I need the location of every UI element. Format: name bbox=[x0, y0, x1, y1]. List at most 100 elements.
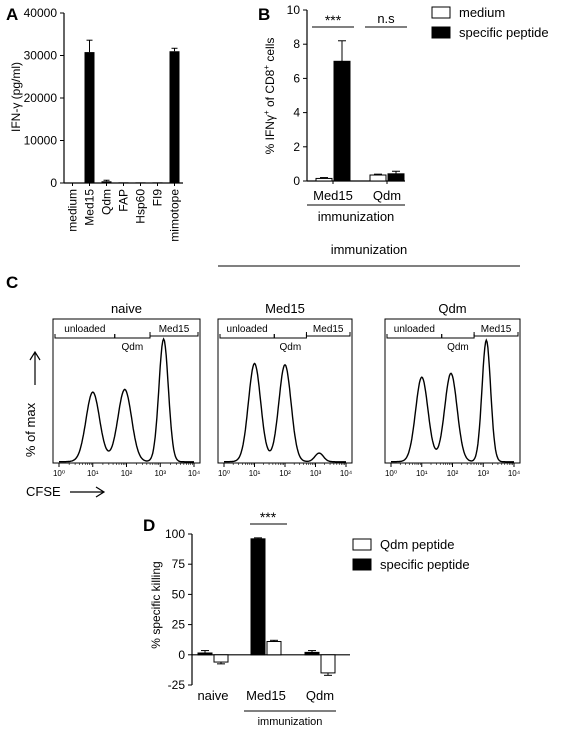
panel-a-ylabel: IFN-γ (pg/ml) bbox=[9, 62, 23, 132]
panel-d-chart: % specific killing -25 0 25 50 75 100 naive Med… bbox=[149, 509, 470, 728]
panel-c-header: immunization bbox=[331, 242, 408, 257]
panel-c-gate-bracket bbox=[473, 332, 519, 337]
panel-d-ytick-label: 75 bbox=[172, 557, 186, 571]
panel-c-xtick-label: 10² bbox=[447, 469, 459, 478]
panel-a-category-label: FAP bbox=[117, 189, 131, 212]
panel-a-ytick-label: 30000 bbox=[24, 49, 58, 63]
panel-d-bar bbox=[197, 652, 213, 656]
panel-a-category-label: mimotope bbox=[168, 189, 182, 242]
panel-d-bar bbox=[250, 538, 266, 656]
panel-label-b: B bbox=[258, 5, 270, 24]
panel-c-ylabel: % of max bbox=[23, 402, 38, 457]
panel-d-ytick-label: 0 bbox=[178, 648, 185, 662]
panel-a-ytick-label: 0 bbox=[50, 176, 57, 190]
panel-c-gate-bracket bbox=[149, 332, 199, 337]
panel-a-bar bbox=[67, 182, 78, 184]
panel-b-ytick-label: 6 bbox=[293, 71, 300, 85]
panel-d-legend-swatch bbox=[352, 558, 372, 571]
panel-d-ytick-label: 25 bbox=[172, 618, 186, 632]
panel-d-ytick-label: -25 bbox=[168, 678, 186, 692]
panel-a-category-label: Qdm bbox=[100, 189, 114, 215]
panel-c-gate-label: Med15 bbox=[159, 324, 190, 335]
panel-a-category-label: FI9 bbox=[151, 189, 165, 207]
panel-c-gate-label: Med15 bbox=[313, 324, 344, 335]
panel-b-category-label: Med15 bbox=[313, 188, 353, 203]
panel-c-gate-bracket bbox=[114, 334, 151, 339]
panel-d-sig-label: *** bbox=[260, 509, 277, 525]
panel-c-gate-label: unloaded bbox=[394, 324, 435, 335]
panel-b-ytick-label: 10 bbox=[287, 3, 301, 17]
panel-c-xarrow bbox=[70, 486, 106, 498]
panel-d-bar bbox=[304, 651, 320, 656]
panel-c-histogram-curve bbox=[391, 338, 514, 463]
panel-c-xtick-label: 10¹ bbox=[416, 469, 428, 478]
panel-c-gate-label: unloaded bbox=[227, 324, 268, 335]
panel-a-ytick-label: 20000 bbox=[24, 91, 58, 105]
panel-c-histograms: immunization % of max CFSE naive 10⁰ 10¹ 10… bbox=[23, 242, 521, 499]
panel-c-subplot-title: naive bbox=[111, 301, 142, 316]
panel-d-ylabel: % specific killing bbox=[149, 561, 163, 648]
panel-c-xtick-label: 10⁴ bbox=[340, 469, 353, 478]
panel-c-xlabel: CFSE bbox=[26, 484, 61, 499]
panel-c-gate-label: Qdm bbox=[447, 342, 469, 353]
panel-d-legend-label: specific peptide bbox=[380, 557, 470, 572]
panel-b-ytick-label: 8 bbox=[293, 37, 300, 51]
panel-a-bar bbox=[135, 182, 146, 184]
panel-d-legend-swatch bbox=[352, 538, 372, 551]
panel-d-ytick-label: 100 bbox=[165, 527, 185, 541]
panel-a-bar bbox=[169, 51, 180, 183]
panel-c-gate-label: Med15 bbox=[481, 324, 512, 335]
panel-c-histogram-curve bbox=[59, 337, 194, 463]
panel-b-ylabel: % IFNγ+ of CD8+ cells bbox=[262, 38, 277, 155]
panel-a-bar bbox=[101, 181, 112, 183]
panel-c-gate-bracket bbox=[441, 334, 475, 339]
panel-c-xtick-label: 10³ bbox=[477, 469, 489, 478]
panel-d-legend-label: Qdm peptide bbox=[380, 537, 454, 552]
panel-d-bar bbox=[213, 654, 229, 663]
panel-b-category-label: Qdm bbox=[373, 188, 401, 203]
panel-a-ytick-label: 10000 bbox=[24, 134, 58, 148]
panel-d-category-label: Qdm bbox=[306, 688, 334, 703]
panel-c-xtick-label: 10³ bbox=[154, 469, 166, 478]
panel-b-sig-label: n.s bbox=[377, 11, 395, 26]
panel-c-gate-label: Qdm bbox=[280, 342, 302, 353]
panel-c-gate-label: Qdm bbox=[122, 342, 144, 353]
panel-d-category-label: naive bbox=[197, 688, 228, 703]
panel-d-category-label: Med15 bbox=[246, 688, 286, 703]
panel-d-bar bbox=[320, 654, 336, 674]
panel-b-bar bbox=[333, 60, 351, 182]
panel-b-chart: % IFNγ+ of CD8+ cells 0 2 4 6 8 10 Med15 Qdm imm… bbox=[262, 3, 549, 224]
panel-label-c: C bbox=[6, 273, 18, 292]
panel-a-chart: IFN-γ (pg/ml) 0 10000 20000 30000 40000 mediu… bbox=[9, 6, 183, 242]
panel-c-histogram-curve bbox=[224, 362, 346, 463]
panel-d-bar bbox=[266, 641, 282, 656]
panel-a-category-label: medium bbox=[66, 189, 80, 232]
panel-c-subplot-title: Med15 bbox=[265, 301, 305, 316]
panel-label-d: D bbox=[143, 516, 155, 535]
panel-c-xtick-label: 10⁰ bbox=[218, 469, 230, 478]
panel-c-xtick-label: 10³ bbox=[310, 469, 322, 478]
panel-c-xtick-label: 10⁴ bbox=[188, 469, 201, 478]
panel-label-a: A bbox=[6, 5, 18, 24]
panel-b-legend-label: medium bbox=[459, 5, 505, 20]
panel-c-xtick-label: 10¹ bbox=[249, 469, 261, 478]
panel-a-ytick-label: 40000 bbox=[24, 6, 58, 20]
panel-b-bar bbox=[315, 177, 333, 182]
panel-b-group-label: immunization bbox=[318, 209, 395, 224]
panel-c-xtick-label: 10¹ bbox=[87, 469, 99, 478]
panel-b-bar bbox=[387, 173, 405, 182]
panel-c-frame bbox=[384, 318, 521, 464]
panel-a-bar bbox=[84, 52, 95, 183]
panel-a-bar bbox=[152, 182, 163, 184]
panel-b-ytick-label: 2 bbox=[293, 140, 300, 154]
panel-c-xtick-label: 10⁰ bbox=[385, 469, 397, 478]
panel-d-group-label: immunization bbox=[258, 716, 323, 728]
panel-c-subplot-title: Qdm bbox=[438, 301, 466, 316]
panel-b-ytick-label: 0 bbox=[293, 174, 300, 188]
panel-a-category-label: Med15 bbox=[83, 189, 97, 226]
panel-a-bar bbox=[118, 182, 129, 184]
panel-b-ytick-label: 4 bbox=[293, 106, 300, 120]
panel-c-xtick-label: 10² bbox=[279, 469, 291, 478]
panel-c-gate-bracket bbox=[305, 332, 351, 337]
